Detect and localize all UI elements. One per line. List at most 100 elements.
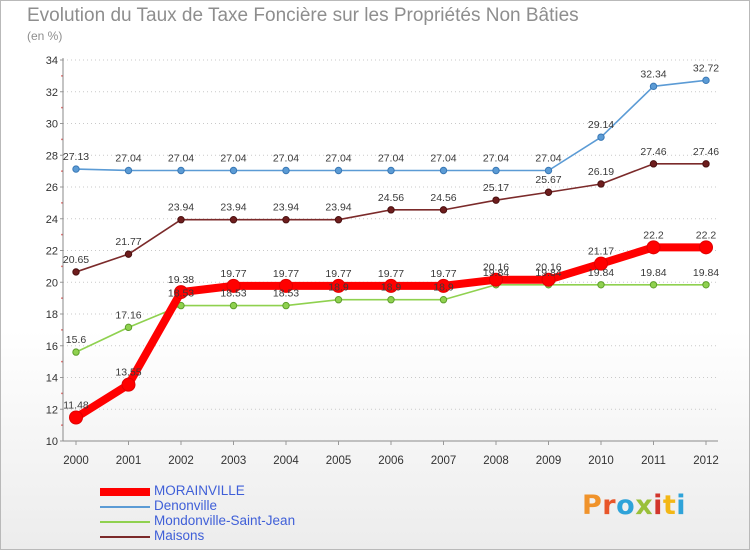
- y-minor-tick: [61, 424, 63, 427]
- y-minor-tick: [61, 360, 63, 363]
- y-tick-label: 16: [46, 341, 58, 353]
- data-label-maisons: 24.56: [378, 192, 404, 204]
- proxiti-logo: Proxiti: [582, 490, 686, 521]
- y-minor-tick: [61, 106, 63, 109]
- legend-swatch-denonville: [100, 506, 150, 508]
- data-point-mondonville: [229, 301, 238, 310]
- y-minor-tick: [61, 170, 63, 173]
- data-label-denonville: 27.04: [220, 152, 246, 164]
- data-label-mondonville: 18.53: [220, 288, 246, 300]
- data-point-denonville: [702, 76, 710, 85]
- chart-unit-label: (en %): [27, 29, 63, 43]
- y-tick-label: 10: [46, 436, 58, 448]
- data-point-denonville: [387, 166, 395, 175]
- legend-label: Denonville: [154, 498, 218, 513]
- data-point-maisons: [387, 206, 395, 214]
- data-point-morainville: [541, 272, 556, 287]
- data-point-mondonville: [124, 323, 133, 332]
- data-point-mondonville: [282, 301, 290, 310]
- data-point-morainville: [646, 240, 661, 255]
- logo-letter: r: [602, 490, 617, 521]
- data-label-mondonville: 19.84: [535, 267, 561, 279]
- data-label-maisons: 20.65: [63, 254, 89, 266]
- y-tick-label: 28: [46, 150, 58, 162]
- y-minor-tick: [61, 297, 63, 300]
- y-tick-label: 14: [46, 373, 58, 385]
- data-label-denonville: 27.04: [378, 152, 404, 164]
- data-point-mondonville: [72, 348, 80, 356]
- x-tick-label: 2006: [378, 455, 404, 467]
- data-label-denonville: 27.04: [430, 152, 456, 164]
- data-point-maisons: [649, 160, 658, 168]
- data-label-maisons: 27.46: [693, 146, 719, 158]
- logo-letter: o: [616, 490, 636, 521]
- y-minor-tick: [61, 392, 63, 395]
- y-minor-tick: [61, 233, 63, 236]
- data-point-denonville: [334, 166, 343, 175]
- x-tick-label: 2001: [116, 455, 142, 467]
- data-label-denonville: 27.04: [168, 152, 194, 164]
- y-tick-label: 24: [46, 214, 58, 226]
- data-label-denonville: 27.04: [483, 152, 509, 164]
- data-label-mondonville: 18.53: [273, 288, 299, 300]
- data-label-mondonville: 19.84: [693, 267, 719, 279]
- data-point-mondonville: [702, 281, 710, 289]
- data-label-mondonville: 19.84: [640, 267, 666, 279]
- x-tick-label: 2007: [431, 455, 457, 467]
- data-label-maisons: 26.19: [588, 166, 614, 178]
- data-label-maisons: 23.94: [325, 202, 351, 214]
- x-tick-label: 2000: [63, 455, 89, 467]
- data-point-morainville: [699, 240, 713, 255]
- data-point-maisons: [702, 160, 710, 168]
- data-label-morainville: 19.77: [273, 268, 299, 280]
- data-label-maisons: 21.77: [115, 236, 141, 248]
- data-label-morainville: 20.16: [483, 262, 509, 274]
- data-point-maisons: [492, 196, 500, 204]
- y-minor-tick: [61, 201, 63, 204]
- data-point-mondonville: [439, 296, 448, 304]
- y-minor-tick: [61, 328, 63, 331]
- data-point-morainville: [384, 278, 398, 293]
- data-labels: 27.13 27.04 27.04 27.04 27.04 27.04 27.04 27.04…: [63, 62, 719, 411]
- data-point-denonville: [544, 166, 553, 175]
- data-point-denonville: [439, 166, 448, 175]
- logo-letter: P: [582, 490, 603, 521]
- data-label-maisons: 25.67: [535, 174, 561, 186]
- data-label-morainville: 19.77: [430, 268, 456, 280]
- data-label-morainville: 20.16: [535, 262, 561, 274]
- x-tick-label: 2003: [221, 455, 247, 467]
- data-point-morainville: [436, 278, 451, 293]
- data-label-mondonville: 18.9: [328, 282, 349, 294]
- data-point-denonville: [229, 166, 238, 175]
- data-label-mondonville: 19.84: [588, 267, 614, 279]
- x-tick-label: 2012: [693, 455, 719, 467]
- data-point-denonville: [649, 82, 658, 91]
- data-point-mondonville: [597, 281, 605, 289]
- legend-label: Mondonville-Saint-Jean: [154, 513, 296, 528]
- legend-label: MORAINVILLE: [154, 483, 245, 498]
- data-point-denonville: [124, 166, 133, 175]
- data-label-morainville: 22.2: [643, 229, 664, 241]
- x-tick-label: 2011: [641, 455, 666, 467]
- legend-swatch-morainville: [100, 488, 150, 496]
- y-tick-label: 18: [46, 309, 58, 321]
- y-minor-tick: [61, 74, 63, 77]
- data-point-denonville: [72, 165, 80, 173]
- data-point-denonville: [282, 166, 290, 175]
- data-label-denonville: 27.04: [273, 152, 299, 164]
- data-label-maisons: 23.94: [273, 202, 299, 214]
- axes: 10 12 14 16 18 20 22 24 26 28 30 32 34 2000 2001 2002 20…: [46, 55, 719, 467]
- data-label-morainville: 21.17: [588, 246, 614, 258]
- data-point-maisons: [439, 206, 448, 214]
- logo-letter: i: [676, 490, 687, 521]
- chart-title: Evolution du Taux de Taxe Foncière sur l…: [27, 5, 579, 26]
- data-point-morainville: [69, 410, 83, 425]
- data-point-denonville: [492, 166, 500, 175]
- series-layer: [69, 76, 713, 425]
- y-tick-label: 34: [46, 55, 58, 67]
- data-point-morainville: [279, 278, 293, 293]
- data-point-maisons: [124, 250, 133, 258]
- data-point-mondonville: [387, 296, 395, 304]
- data-label-mondonville: 19.84: [483, 267, 509, 279]
